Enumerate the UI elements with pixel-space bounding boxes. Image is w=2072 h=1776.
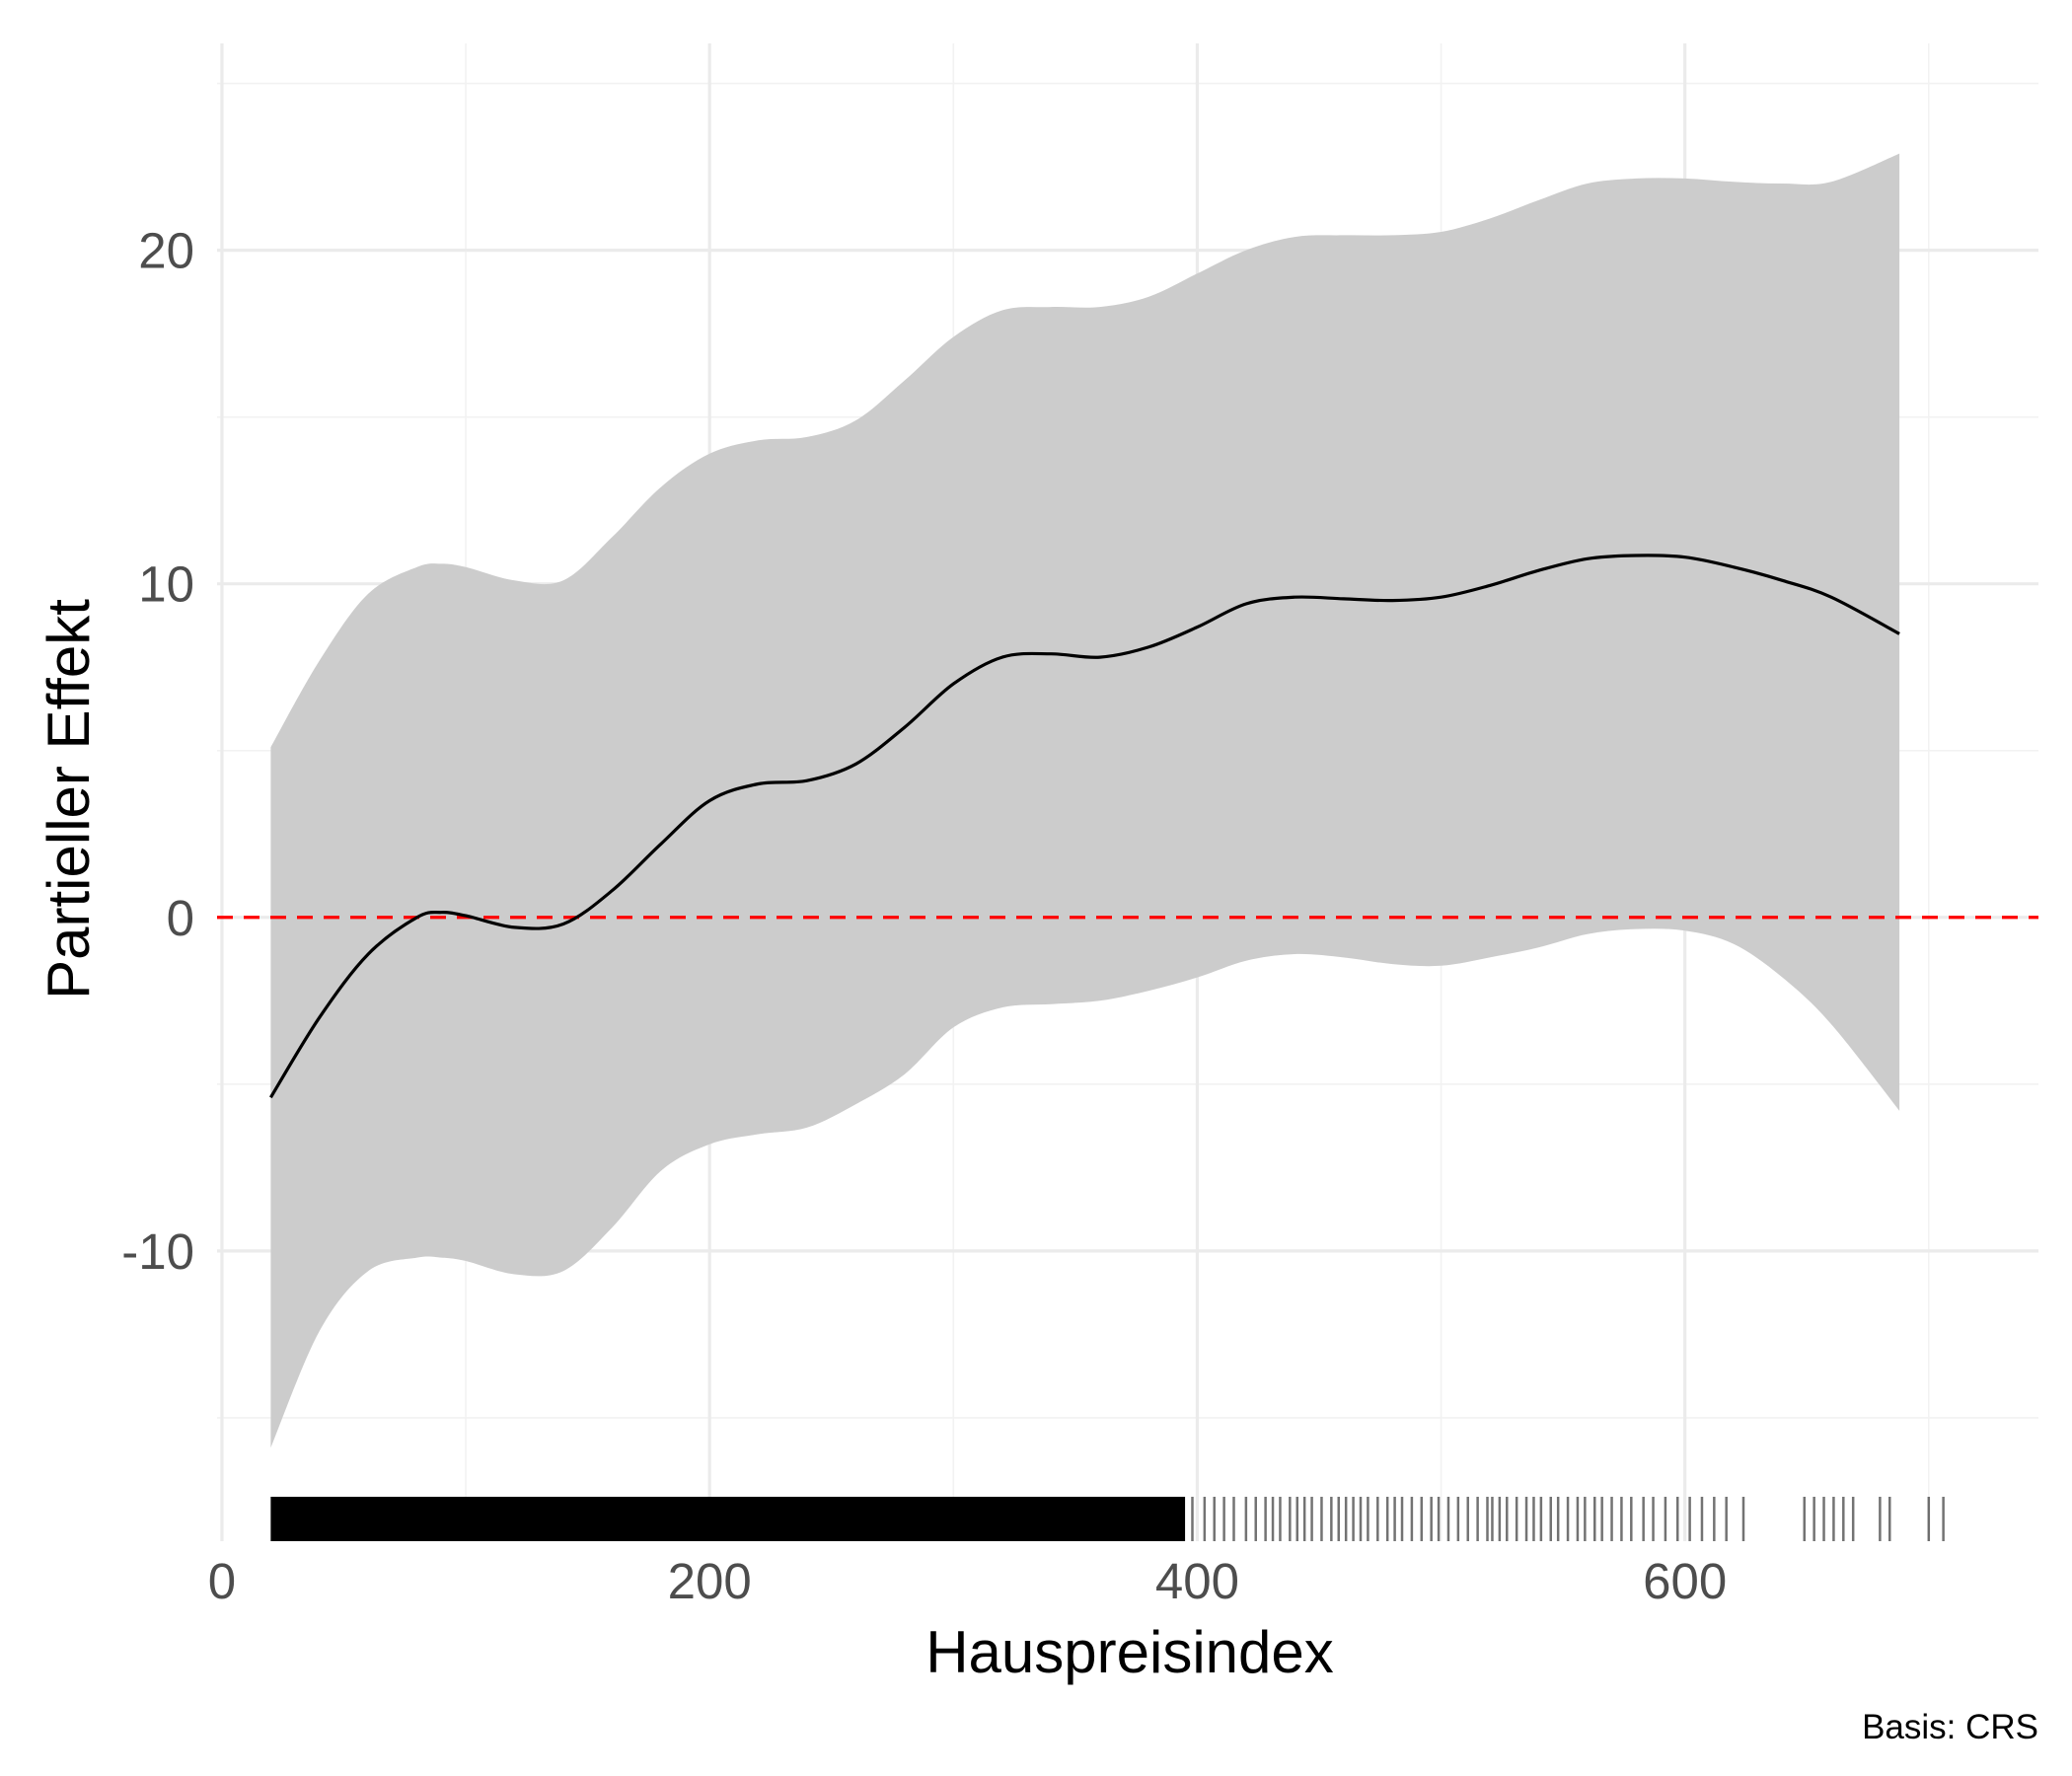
x-tick-label: 0 — [208, 1553, 236, 1609]
x-tick-label: 400 — [1155, 1553, 1239, 1609]
x-tick-label: 200 — [668, 1553, 752, 1609]
y-tick-label: 20 — [138, 223, 194, 279]
y-axis-tick-labels: -10 0 10 20 — [121, 223, 194, 1280]
x-axis-title: Hauspreisindex — [925, 1619, 1334, 1685]
effect-curve — [269, 554, 1900, 1099]
caption: Basis: CRS — [1862, 1708, 2038, 1746]
y-tick-label: -10 — [121, 1223, 194, 1280]
ribbon-area — [270, 153, 1900, 1448]
effect-line — [269, 554, 1900, 1099]
y-tick-label: 0 — [167, 890, 194, 946]
y-axis-title: Partieller Effekt — [36, 599, 102, 999]
rug-dense-block — [270, 1497, 1186, 1541]
x-axis-tick-labels: 0 200 400 600 — [208, 1553, 1727, 1609]
confidence-band — [270, 153, 1900, 1448]
y-tick-label: 10 — [138, 556, 194, 613]
x-tick-label: 600 — [1643, 1553, 1727, 1609]
rug-marks — [270, 1497, 1945, 1541]
